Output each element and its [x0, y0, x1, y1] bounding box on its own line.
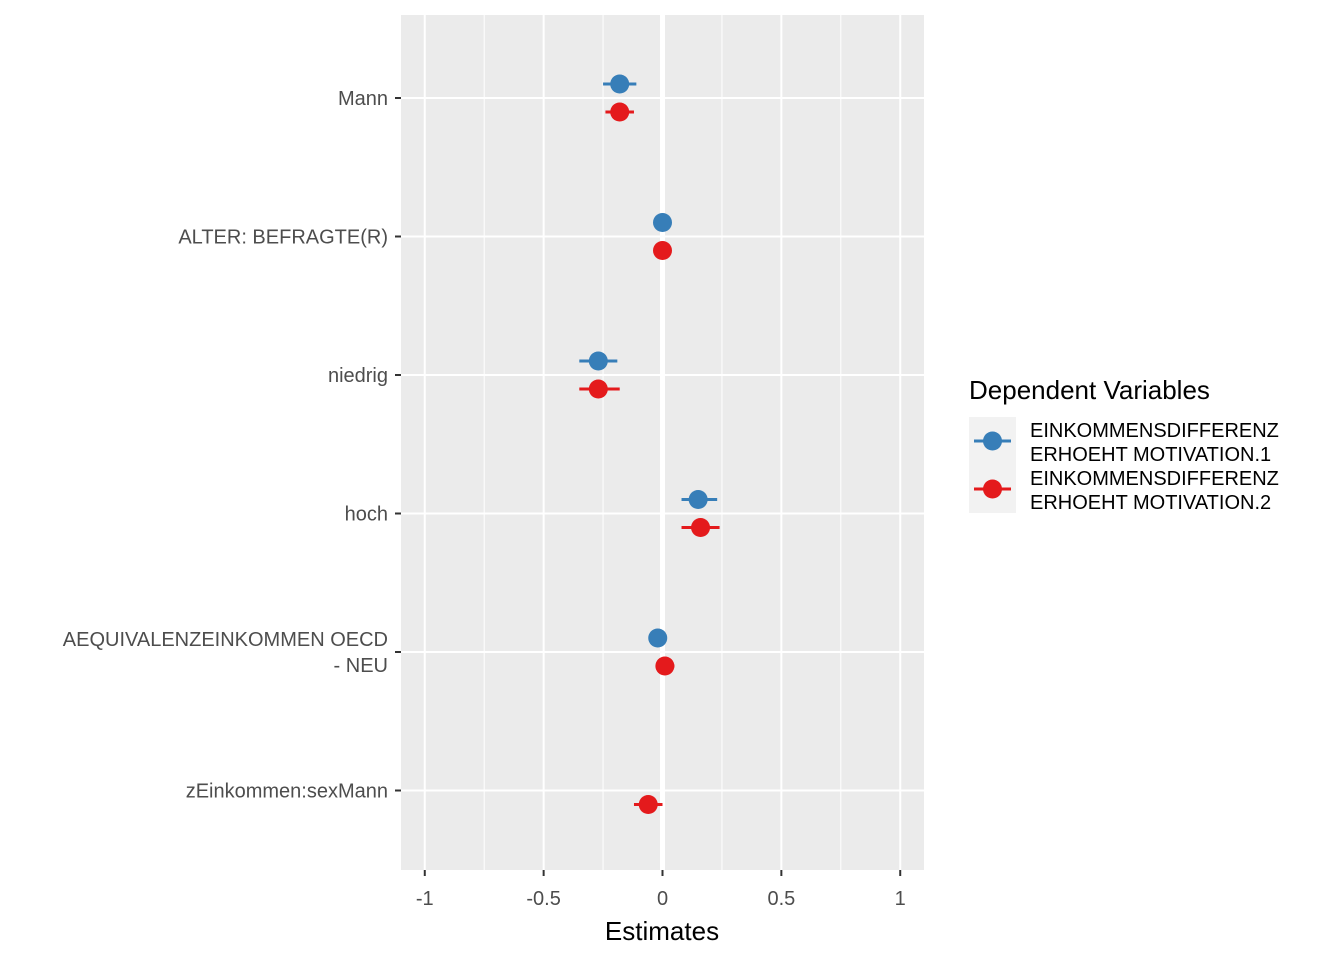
- data-marks: [579, 74, 720, 814]
- y-tick-label: niedrig: [328, 365, 388, 387]
- legend-key-point: [983, 431, 1002, 451]
- x-tick-label: 1: [895, 888, 906, 910]
- series-group: [579, 74, 718, 648]
- legend-label: EINKOMMENSDIFFERENZ ERHOEHT MOTIVATION.2: [1030, 468, 1279, 514]
- y-tick-label-line: AEQUIVALENZEINKOMMEN OECD: [63, 629, 388, 651]
- data-point: [638, 795, 658, 814]
- data-point: [588, 379, 608, 399]
- x-axis-title: Estimates: [605, 916, 719, 946]
- legend-label-line: ERHOEHT MOTIVATION.2: [1030, 492, 1271, 514]
- data-point: [648, 628, 668, 648]
- y-axis: Mann ALTER: BEFRAGTE(R) niedrig hoch AEQUIVA…: [63, 88, 401, 803]
- data-point: [655, 656, 675, 676]
- x-axis: -1 -0.5 0 0.5 1: [416, 870, 906, 910]
- x-tick-label: 0: [657, 888, 668, 910]
- data-point: [688, 490, 708, 509]
- y-tick-label: Mann: [338, 88, 388, 110]
- legend-label-line: ERHOEHT MOTIVATION.1: [1030, 444, 1271, 466]
- grid-lines: [401, 15, 924, 870]
- y-tick-label: AEQUIVALENZEINKOMMEN OECD - NEU: [63, 629, 388, 677]
- data-point: [653, 241, 672, 260]
- x-tick-label: -0.5: [526, 888, 560, 910]
- legend: Dependent Variables EINKOMMENSDIFFERENZ E…: [969, 375, 1279, 514]
- data-point: [610, 74, 630, 94]
- legend-label-line: EINKOMMENSDIFFERENZ: [1030, 420, 1279, 442]
- x-tick-label: -1: [416, 888, 434, 910]
- y-tick-label: zEinkommen:sexMann: [186, 781, 388, 803]
- y-tick-label: ALTER: BEFRAGTE(R): [178, 227, 388, 249]
- y-tick-label-line: - NEU: [334, 655, 388, 677]
- legend-key-point: [983, 479, 1002, 499]
- x-tick-label: 0.5: [767, 888, 795, 910]
- legend-label: EINKOMMENSDIFFERENZ ERHOEHT MOTIVATION.1: [1030, 420, 1279, 466]
- data-point: [588, 351, 608, 371]
- data-point: [691, 518, 711, 537]
- legend-label-line: EINKOMMENSDIFFERENZ: [1030, 468, 1279, 490]
- legend-title: Dependent Variables: [969, 375, 1210, 405]
- data-point: [653, 213, 672, 232]
- y-tick-label: hoch: [345, 504, 388, 526]
- series-group: [579, 102, 720, 814]
- data-point: [610, 102, 630, 122]
